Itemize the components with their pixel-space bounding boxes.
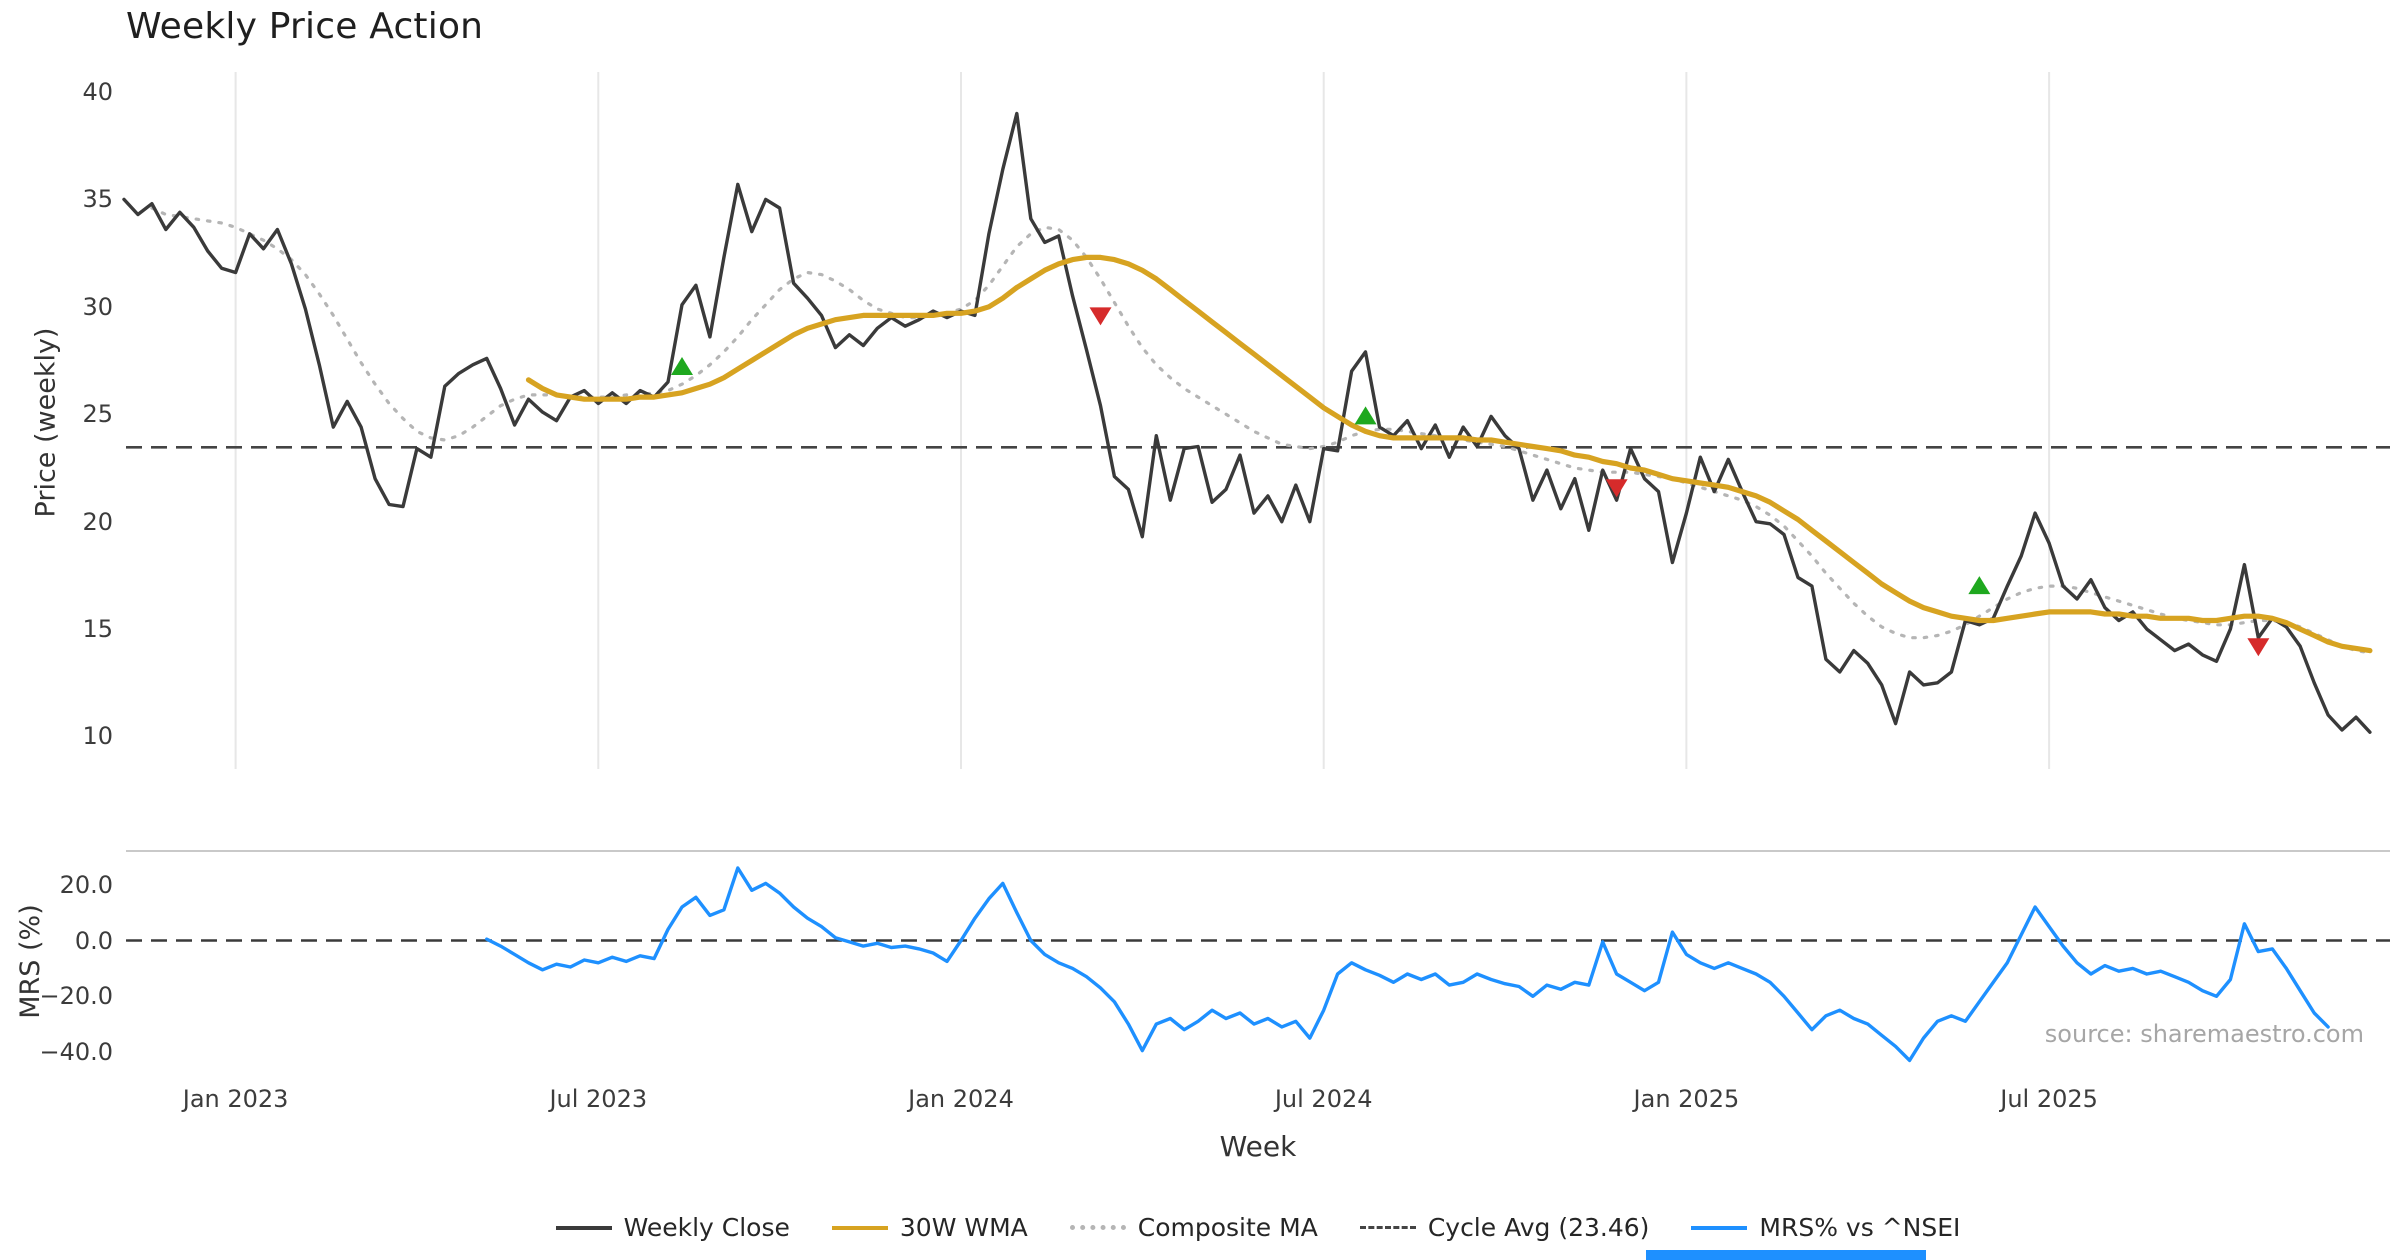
legend-item-cycle-avg-23-46-: Cycle Avg (23.46) xyxy=(1359,1213,1650,1242)
xtick-jan-2025: Jan 2025 xyxy=(1633,1085,1740,1113)
legend-line-sample xyxy=(831,1225,888,1230)
price-ytick-25: 25 xyxy=(82,400,113,429)
source-note: source: sharemaestro.com xyxy=(2044,1020,2364,1048)
chart-title: Weekly Price Action xyxy=(126,6,484,47)
mrs-ytick--20: −20.0 xyxy=(39,982,113,1011)
legend-item-30w-wma: 30W WMA xyxy=(831,1213,1028,1242)
x-axis-label: Week xyxy=(1219,1130,1297,1163)
mrs-ytick--40: −40.0 xyxy=(39,1038,113,1066)
xtick-jan-2023: Jan 2023 xyxy=(182,1085,289,1113)
price-ytick-10: 10 xyxy=(82,722,113,751)
xtick-jan-2024: Jan 2024 xyxy=(908,1085,1014,1113)
legend-item-weekly-close: Weekly Close xyxy=(555,1213,790,1242)
legend-item-composite-ma: Composite MA xyxy=(1069,1213,1318,1242)
mrs-ytick-20: 20.0 xyxy=(59,870,113,899)
price-ytick-30: 30 xyxy=(82,292,113,321)
xtick-jul-2024: Jul 2024 xyxy=(1274,1085,1373,1113)
legend-label: MRS% vs ^NSEI xyxy=(1759,1213,1961,1242)
legend-line-sample xyxy=(555,1225,612,1230)
price-ytick-35: 35 xyxy=(82,185,113,214)
price-ytick-20: 20 xyxy=(82,507,113,536)
xtick-jul-2023: Jul 2023 xyxy=(549,1085,648,1113)
legend-label: Weekly Close xyxy=(623,1213,790,1242)
price-ytick-15: 15 xyxy=(82,615,113,644)
xtick-jul-2025: Jul 2025 xyxy=(2000,1085,2098,1113)
legend-line-sample xyxy=(1691,1225,1748,1230)
legend-label: Composite MA xyxy=(1137,1213,1318,1242)
legend-label: 30W WMA xyxy=(899,1213,1028,1242)
blue-accent-bar xyxy=(1646,1250,1926,1260)
legend-line-sample xyxy=(1069,1225,1126,1230)
mrs-ytick-0: 0.0 xyxy=(74,926,113,955)
legend-label: Cycle Avg (23.46) xyxy=(1427,1213,1650,1242)
price-ytick-40: 40 xyxy=(82,78,113,106)
chart-legend: Weekly Close 30W WMA Composite MA Cycle Avg… xyxy=(116,1213,2400,1242)
legend-item-mrs-vs-nsei: MRS% vs ^NSEI xyxy=(1691,1213,1960,1242)
legend-line-sample xyxy=(1359,1226,1416,1229)
